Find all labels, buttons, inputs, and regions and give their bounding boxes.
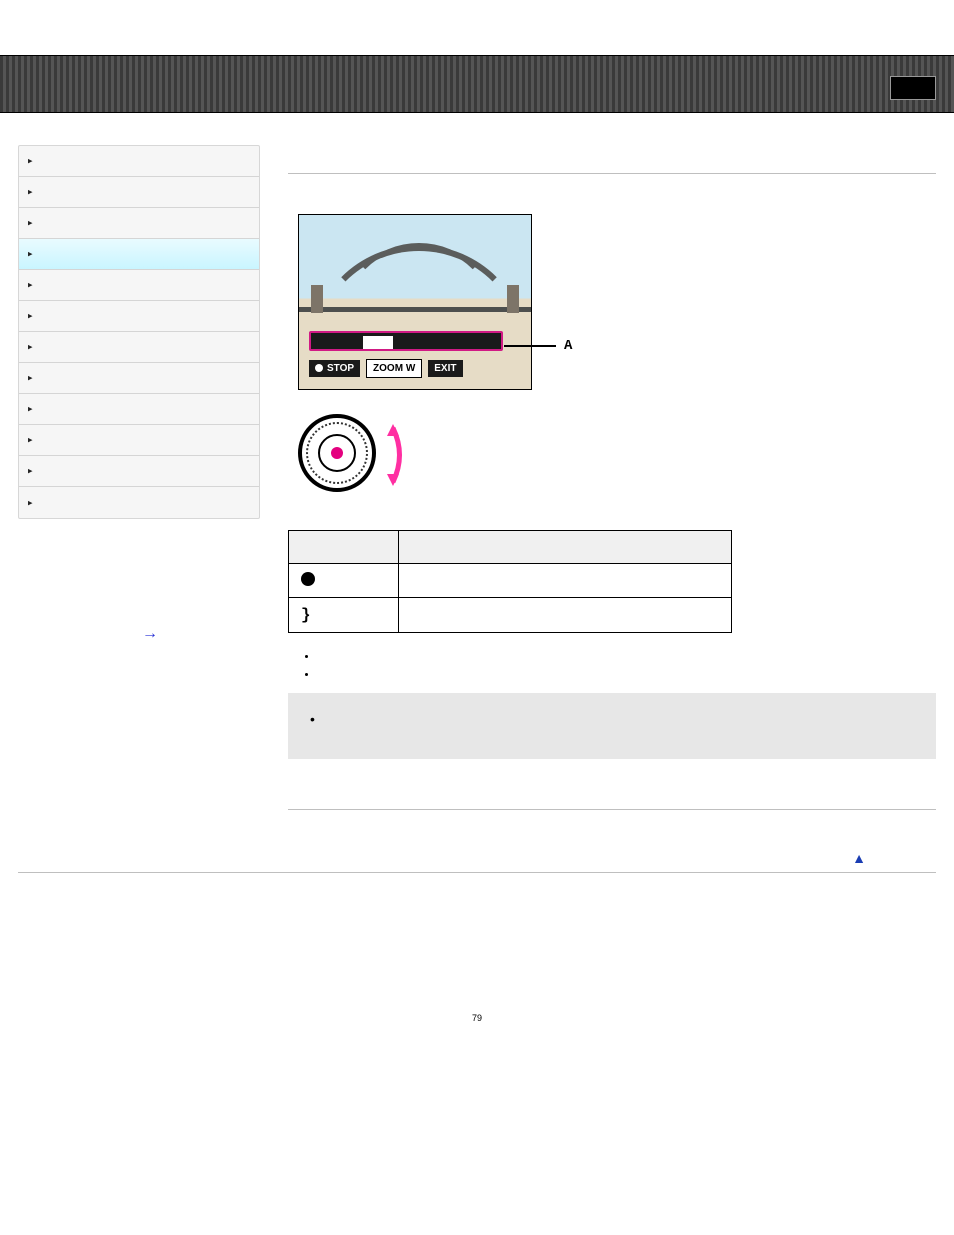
bullet-item: [318, 651, 936, 667]
sidebar-item-2[interactable]: [19, 208, 259, 239]
note-box: [288, 693, 936, 759]
highlight-bar: [309, 331, 503, 351]
divider-mid: [288, 809, 936, 810]
highlight-stub: [363, 336, 393, 349]
table-cell-text: [399, 564, 732, 598]
divider-footer: [18, 872, 936, 873]
table-cell-icon: }: [289, 598, 399, 633]
osd-zoom-button[interactable]: ZOOM W: [366, 359, 422, 378]
operations-table: }: [288, 530, 732, 633]
osd-exit-button[interactable]: EXIT: [428, 360, 462, 377]
sidebar-item-10[interactable]: [19, 456, 259, 487]
osd-exit-label: EXIT: [434, 363, 456, 374]
dial-center-dot-icon: [331, 447, 343, 459]
divider-top: [288, 173, 936, 174]
sidebar-item-6[interactable]: [19, 332, 259, 363]
table-row: [289, 564, 732, 598]
photo-callout-row: STOP ZOOM W EXIT A: [298, 214, 936, 390]
table-cell-text: [399, 598, 732, 633]
sidebar-next-arrow[interactable]: →: [142, 625, 158, 643]
bridge-deck: [299, 307, 532, 312]
pylon-left: [311, 285, 323, 313]
bullet-list: [318, 651, 936, 685]
control-dial-figure: [298, 414, 936, 500]
sidebar-item-3[interactable]: [19, 239, 259, 270]
page-number: 79: [0, 1013, 954, 1063]
sidebar-item-11[interactable]: [19, 487, 259, 518]
osd-stop-button[interactable]: STOP: [309, 360, 360, 377]
sidebar-item-5[interactable]: [19, 301, 259, 332]
main-content: STOP ZOOM W EXIT A: [288, 145, 936, 866]
header-striped-band: [0, 55, 954, 113]
sidebar-item-1[interactable]: [19, 177, 259, 208]
dial-rotate-arrow-icon: [378, 420, 408, 490]
table-cell-icon: [289, 564, 399, 598]
callout-label: A: [564, 338, 572, 354]
callout-line: [504, 345, 556, 347]
record-circle-icon: [301, 572, 315, 586]
bracket-icon: }: [301, 606, 311, 624]
header-top-box: [890, 76, 936, 100]
table-row: }: [289, 598, 732, 633]
sidebar-item-9[interactable]: [19, 425, 259, 456]
pylon-right: [507, 285, 519, 313]
bullet-item: [318, 669, 936, 685]
back-to-top[interactable]: ▲: [288, 850, 936, 866]
table-header-col1: [289, 531, 399, 564]
osd-stop-label: STOP: [327, 363, 354, 374]
arrow-right-icon: →: [142, 625, 158, 642]
sidebar-item-0[interactable]: [19, 146, 259, 177]
preview-photo: STOP ZOOM W EXIT: [298, 214, 532, 390]
sidebar: [18, 145, 260, 519]
table-header-col2: [399, 531, 732, 564]
up-triangle-icon: ▲: [852, 850, 866, 866]
record-dot-icon: [315, 364, 323, 372]
osd-button-row: STOP ZOOM W EXIT: [309, 357, 463, 379]
sidebar-item-4[interactable]: [19, 270, 259, 301]
sidebar-item-8[interactable]: [19, 394, 259, 425]
sidebar-item-7[interactable]: [19, 363, 259, 394]
osd-zoom-label: ZOOM W: [373, 363, 415, 374]
